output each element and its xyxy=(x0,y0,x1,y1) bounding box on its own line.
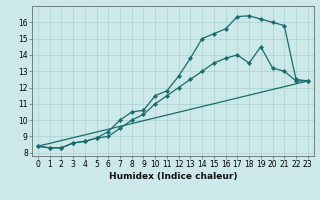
X-axis label: Humidex (Indice chaleur): Humidex (Indice chaleur) xyxy=(108,172,237,181)
